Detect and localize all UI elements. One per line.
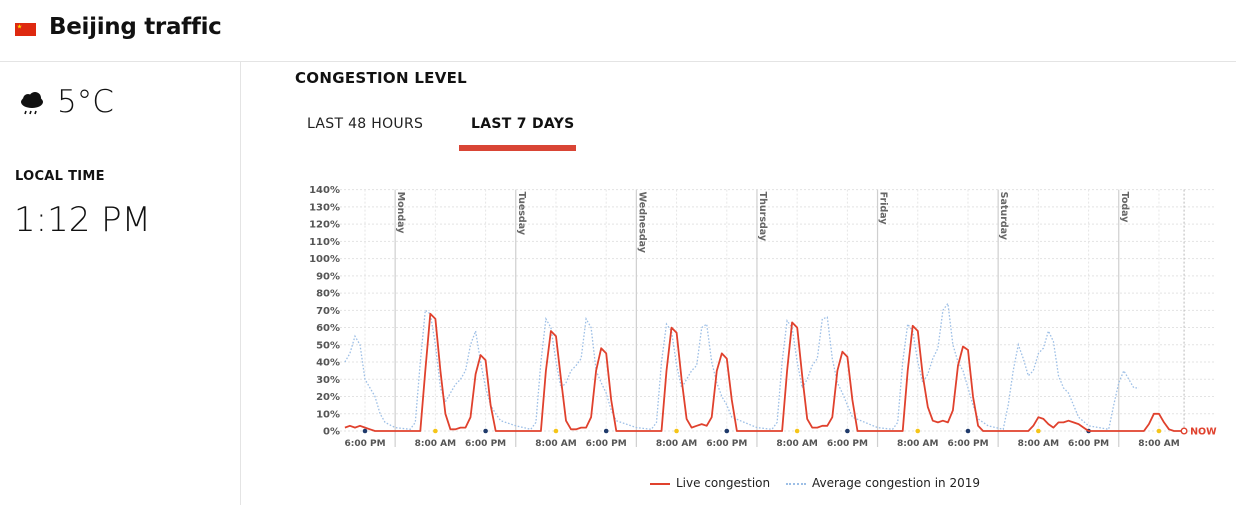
active-tab-indicator [459,145,576,151]
y-tick-label: 0% [323,427,340,438]
time-marker-dot [724,428,730,434]
time-marker-dot [1156,428,1162,434]
legend-average-swatch [786,483,806,485]
legend-live-label: Live congestion [676,476,771,490]
day-label: Saturday [998,192,1009,241]
local-time-label: LOCAL TIME [15,169,105,184]
y-tick-label: 130% [309,202,340,213]
x-tick-label: 8:00 AM [415,439,456,449]
day-label: Monday [395,192,406,235]
x-tick-label: 8:00 AM [897,439,938,449]
time-marker-dot [483,428,488,434]
time-marker-dot [965,428,971,434]
time-marker-dot [362,428,368,434]
time-marker-dot [674,428,679,434]
x-tick-label: 8:00 AM [776,439,817,449]
legend-live-swatch [650,483,670,485]
y-tick-label: 80% [316,289,340,300]
now-dot [1180,427,1188,435]
y-tick-label: 70% [316,306,340,317]
time-marker-dot [433,428,438,434]
day-label: Today [1119,192,1130,224]
y-tick-label: 60% [316,323,340,334]
y-tick-label: 90% [316,271,340,282]
x-tick-label: 6:00 PM [465,439,506,449]
x-tick-label: 8:00 AM [535,439,576,449]
y-tick-label: 120% [309,220,340,231]
y-tick-label: 50% [316,340,340,351]
x-tick-label: 6:00 PM [1068,439,1109,449]
x-tick-label: 8:00 AM [1018,439,1059,449]
time-marker-dot [845,428,850,434]
x-tick-label: 6:00 PM [344,439,385,449]
time-marker-dot [794,428,800,434]
x-tick-label: 6:00 PM [947,439,988,449]
rain-cloud-icon [21,92,43,115]
tab-last-7-days[interactable]: LAST 7 DAYS [471,116,575,132]
day-label: Friday [878,192,889,226]
time-marker-dot [915,428,921,434]
x-tick-label: 8:00 AM [1138,439,1179,449]
time-marker-dot [1036,428,1041,434]
time-marker-dot [603,428,609,434]
congestion-chart: 0% 10% 20% 30% 40% 50% 60% 70% 80% 90% 100% 110% 120… [309,185,1217,449]
congestion-title: CONGESTION LEVEL [295,69,468,87]
y-tick-label: 110% [309,237,340,248]
live-congestion-line [344,312,1185,432]
x-tick-label: 6:00 PM [706,439,747,449]
china-flag-icon [15,23,36,36]
legend-average-label: Average congestion in 2019 [812,476,980,490]
temperature: 5°C [57,84,114,120]
x-tick-label: 6:00 PM [586,439,627,449]
local-time-value: 1:12 PM [14,200,151,240]
y-tick-label: 10% [316,409,340,420]
y-tick-label: 20% [316,392,340,403]
day-label: Wednesday [636,192,647,254]
y-tick-label: 40% [316,358,340,369]
page-title: Beijing traffic [49,14,222,40]
day-label: Thursday [757,192,768,242]
x-tick-label: 6:00 PM [827,439,868,449]
time-marker-dot [553,428,559,434]
tab-last-48-hours[interactable]: LAST 48 HOURS [307,116,424,132]
y-tick-label: 100% [309,254,340,265]
day-label: Tuesday [516,192,527,236]
y-tick-label: 30% [316,375,340,386]
y-tick-label: 140% [309,185,340,196]
average-congestion-line [344,301,1139,431]
x-tick-label: 8:00 AM [656,439,697,449]
sidebar: 5°C LOCAL TIME 1:12 PM [0,62,241,505]
page-header: Beijing traffic [0,0,1236,62]
now-label: NOW [1190,427,1217,438]
